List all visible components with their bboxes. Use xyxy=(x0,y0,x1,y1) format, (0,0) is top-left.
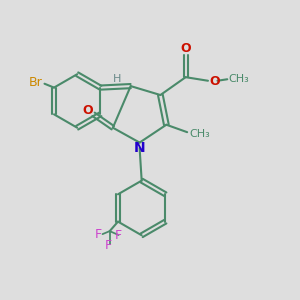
Text: Br: Br xyxy=(29,76,43,89)
Text: O: O xyxy=(209,75,220,88)
Text: F: F xyxy=(115,230,122,242)
Text: H: H xyxy=(113,74,121,83)
Text: F: F xyxy=(95,228,102,241)
Text: O: O xyxy=(82,104,93,117)
Text: CH₃: CH₃ xyxy=(228,74,249,84)
Text: N: N xyxy=(134,141,146,155)
Text: F: F xyxy=(105,239,112,252)
Text: O: O xyxy=(180,42,191,56)
Text: CH₃: CH₃ xyxy=(189,129,210,139)
